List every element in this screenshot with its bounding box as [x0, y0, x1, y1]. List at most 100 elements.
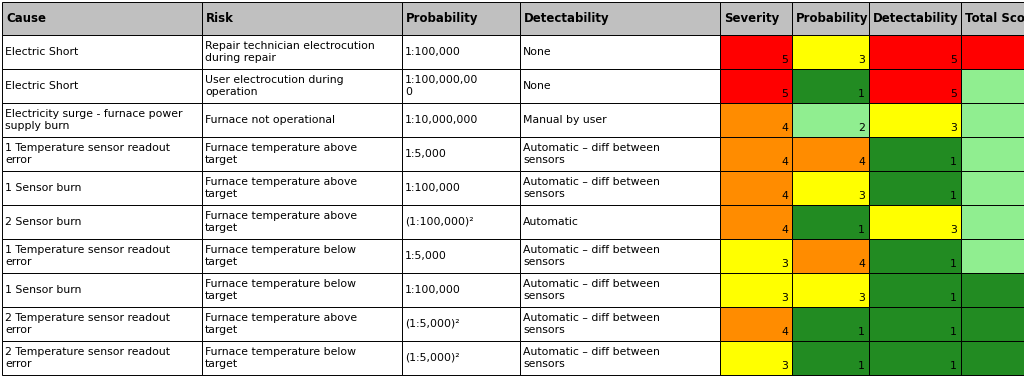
Text: 3: 3 — [858, 191, 865, 201]
Bar — [402, 239, 520, 273]
Bar — [202, 307, 402, 341]
Text: None: None — [523, 81, 552, 91]
Bar — [2, 35, 202, 69]
Text: 3: 3 — [950, 225, 957, 235]
Text: 3: 3 — [781, 293, 788, 303]
Text: Furnace temperature above
target: Furnace temperature above target — [205, 177, 357, 199]
Bar — [792, 341, 869, 375]
Bar — [520, 205, 720, 239]
Bar — [961, 137, 1024, 171]
Bar — [961, 239, 1024, 273]
Text: 3: 3 — [950, 123, 957, 133]
Text: 3: 3 — [858, 293, 865, 303]
Bar — [520, 341, 720, 375]
Bar — [869, 307, 961, 341]
Text: Cause: Cause — [6, 12, 46, 25]
Text: 5: 5 — [950, 55, 957, 65]
Text: Automatic – diff between
sensors: Automatic – diff between sensors — [523, 279, 659, 301]
Bar — [961, 307, 1024, 341]
Text: 2: 2 — [858, 123, 865, 133]
Text: 1:100,000,00
0: 1:100,000,00 0 — [406, 75, 478, 97]
Text: 1:100,000: 1:100,000 — [406, 183, 461, 193]
Bar — [2, 171, 202, 205]
Bar — [792, 205, 869, 239]
Text: (1:5,000)²: (1:5,000)² — [406, 319, 460, 329]
Bar — [869, 2, 961, 35]
Text: Furnace temperature below
target: Furnace temperature below target — [205, 347, 356, 369]
Text: 1: 1 — [950, 327, 957, 337]
Bar — [2, 341, 202, 375]
Text: 3: 3 — [781, 259, 788, 269]
Text: Manual by user: Manual by user — [523, 115, 606, 125]
Text: Risk: Risk — [206, 12, 233, 25]
Text: 5: 5 — [950, 89, 957, 99]
Text: Probability: Probability — [796, 12, 868, 25]
Bar — [792, 273, 869, 307]
Text: Severity: Severity — [724, 12, 779, 25]
Bar — [202, 137, 402, 171]
Text: 1:100,000: 1:100,000 — [406, 285, 461, 295]
Bar — [961, 69, 1024, 103]
Text: 4: 4 — [858, 259, 865, 269]
Text: 3: 3 — [781, 361, 788, 371]
Bar — [720, 2, 792, 35]
Text: 1: 1 — [858, 327, 865, 337]
Bar — [792, 2, 869, 35]
Bar — [720, 171, 792, 205]
Text: Probability: Probability — [406, 12, 478, 25]
Bar — [961, 341, 1024, 375]
Text: 1: 1 — [950, 361, 957, 371]
Bar — [720, 103, 792, 137]
Bar — [2, 307, 202, 341]
Text: Electricity surge - furnace power
supply burn: Electricity surge - furnace power supply… — [5, 109, 182, 131]
Bar — [720, 341, 792, 375]
Text: 2 Temperature sensor readout
error: 2 Temperature sensor readout error — [5, 347, 170, 369]
Text: Electric Short: Electric Short — [5, 81, 78, 91]
Text: Automatic: Automatic — [523, 217, 579, 227]
Text: 2 Sensor burn: 2 Sensor burn — [5, 217, 81, 227]
Bar — [869, 137, 961, 171]
Text: 5: 5 — [781, 89, 788, 99]
Text: 4: 4 — [858, 157, 865, 167]
Text: 1 Temperature sensor readout
error: 1 Temperature sensor readout error — [5, 143, 170, 165]
Text: 1:10,000,000: 1:10,000,000 — [406, 115, 478, 125]
Bar — [869, 69, 961, 103]
Bar — [402, 273, 520, 307]
Bar — [961, 273, 1024, 307]
Bar — [720, 205, 792, 239]
Bar — [402, 2, 520, 35]
Text: 4: 4 — [781, 123, 788, 133]
Text: 1: 1 — [858, 361, 865, 371]
Bar — [202, 239, 402, 273]
Text: 3: 3 — [858, 55, 865, 65]
Text: 4: 4 — [781, 191, 788, 201]
Bar — [402, 35, 520, 69]
Bar — [202, 103, 402, 137]
Bar — [792, 171, 869, 205]
Text: Furnace temperature below
target: Furnace temperature below target — [205, 279, 356, 301]
Bar — [402, 137, 520, 171]
Text: Furnace not operational: Furnace not operational — [205, 115, 335, 125]
Text: 1: 1 — [950, 259, 957, 269]
Bar — [202, 171, 402, 205]
Bar — [961, 171, 1024, 205]
Bar — [869, 341, 961, 375]
Text: 1: 1 — [858, 225, 865, 235]
Bar — [2, 103, 202, 137]
Bar — [520, 239, 720, 273]
Bar — [402, 171, 520, 205]
Text: 1 Sensor burn: 1 Sensor burn — [5, 285, 81, 295]
Bar — [961, 2, 1024, 35]
Bar — [792, 35, 869, 69]
Bar — [869, 35, 961, 69]
Text: Detectability: Detectability — [873, 12, 958, 25]
Bar — [961, 103, 1024, 137]
Text: 1:5,000: 1:5,000 — [406, 149, 446, 159]
Text: Automatic – diff between
sensors: Automatic – diff between sensors — [523, 177, 659, 199]
Bar — [792, 239, 869, 273]
Text: User electrocution during
operation: User electrocution during operation — [205, 75, 344, 97]
Bar — [2, 2, 202, 35]
Bar — [2, 137, 202, 171]
Bar — [720, 137, 792, 171]
Text: (1:5,000)²: (1:5,000)² — [406, 353, 460, 363]
